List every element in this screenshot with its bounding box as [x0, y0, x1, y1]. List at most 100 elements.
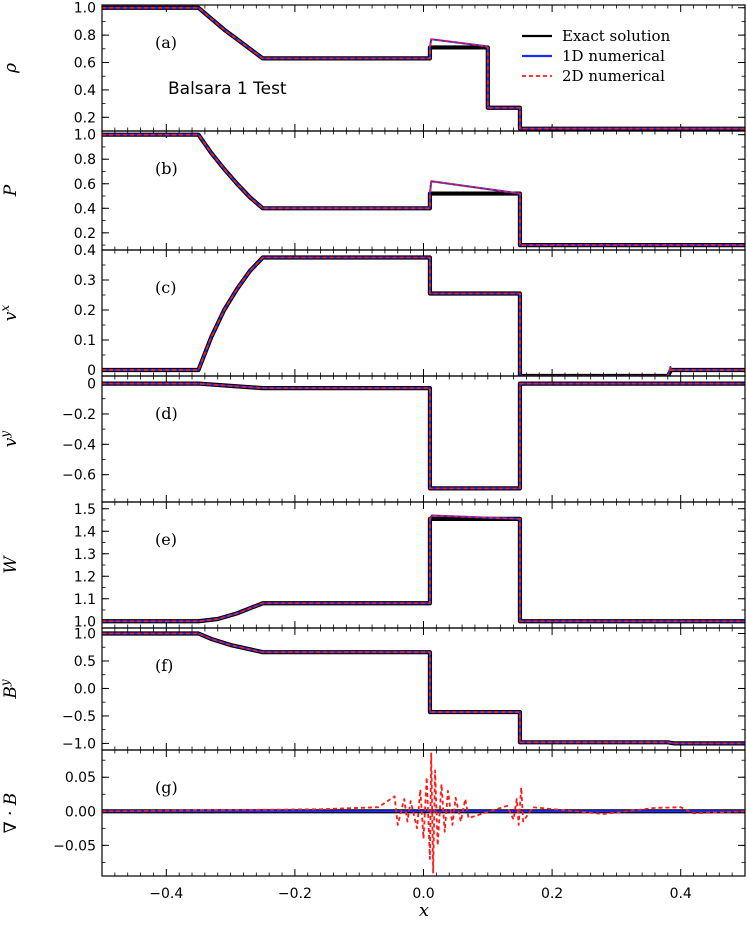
y-tick-label-rho: 0.4 [74, 83, 96, 99]
y-tick-label-P: 0.8 [74, 152, 96, 168]
y-tick-label-W: 1.5 [74, 502, 96, 518]
axes-frame-W [101, 501, 746, 629]
x-tick-label: −0.2 [278, 886, 312, 902]
panel-label-rho: (a) [155, 33, 177, 52]
series-vy [102, 381, 745, 491]
legend-label-2: 2D numerical [562, 67, 665, 85]
y-tick-label-W: 1.1 [74, 592, 96, 608]
ticks-rho: 0.2 0.4 0.6 0.8 1.0 [74, 1, 746, 132]
numerical-2d-line-P [102, 133, 745, 246]
ticks-By: −1.0 −0.5 0.0 0.5 1.0 [62, 626, 746, 752]
numerical-2d-line-W [102, 514, 745, 623]
y-axis-label-By: By [0, 679, 21, 700]
exact-line-vy [102, 381, 745, 491]
y-tick-label-divB: 0.05 [65, 770, 96, 786]
y-axis-label-P: P [1, 184, 21, 197]
y-axis-label-divB: ∇ · B [1, 793, 21, 834]
y-tick-label-rho: 0.8 [74, 28, 96, 44]
panel-label-W: (e) [155, 530, 177, 549]
x-tick-label: 0.0 [412, 886, 434, 902]
x-tick-label: 0.2 [541, 886, 563, 902]
y-tick-label-vy: −0.2 [62, 407, 96, 423]
series-divB [102, 752, 745, 874]
y-tick-label-vy: −0.6 [62, 468, 96, 484]
series-rho [102, 5, 745, 131]
panel-P: 0.2 0.4 0.6 0.8 1.0 (b) P [1, 128, 746, 251]
y-axis-label-sup-vx: x [0, 305, 12, 312]
series-P [102, 132, 745, 248]
numerical-2d-line-rho [102, 6, 745, 130]
y-tick-label-By: 1.0 [74, 626, 96, 642]
axes-frame-By [101, 627, 746, 751]
legend-label-0: Exact solution [562, 27, 671, 45]
x-tick-label: −0.4 [149, 886, 183, 902]
panels-group: 0.20.40.60.81.0(a)ρ0.20.40.60.81.0(b)P00… [0, 1, 746, 902]
series-vx [102, 255, 745, 376]
overlay-group: Balsara 1 Test Exact solution 1D numerica… [168, 27, 671, 921]
y-tick-label-vx: 0.1 [74, 333, 96, 349]
ticks-divB: −0.05 0.00 0.05 [53, 750, 746, 876]
panel-label-vy: (d) [155, 404, 178, 423]
test-title: Balsara 1 Test [168, 79, 287, 99]
panel-By: −1.0 −0.5 0.0 0.5 1.0 (f) By [0, 626, 746, 752]
y-tick-label-P: 1.0 [74, 128, 96, 144]
numerical-1d-line-P [102, 133, 745, 247]
y-axis-label-sup-By: y [0, 679, 12, 687]
ticks-W: 1.0 1.1 1.2 1.3 1.4 1.5 [74, 502, 746, 630]
y-tick-label-rho: 1.0 [74, 1, 96, 17]
ticks-P: 0.2 0.4 0.6 0.8 1.0 [74, 128, 746, 250]
y-tick-label-vx: 0 [87, 363, 96, 379]
panel-label-vx: (c) [155, 278, 176, 297]
y-tick-label-vx: 0.4 [74, 243, 96, 259]
numerical-1d-line-vy [102, 382, 745, 490]
numerical-2d-line-By [102, 632, 745, 745]
numerical-1d-line-W [102, 514, 745, 623]
y-tick-label-P: 0.4 [74, 201, 96, 217]
axes-frame-P [101, 130, 746, 251]
y-tick-label-W: 1.2 [74, 569, 96, 585]
y-tick-label-P: 0.2 [74, 226, 96, 242]
panel-W: 1.0 1.1 1.2 1.3 1.4 1.5 (e) W [1, 501, 746, 630]
numerical-1d-line-By [102, 632, 745, 745]
y-tick-label-P: 0.6 [74, 177, 96, 193]
exact-line-P [102, 132, 745, 248]
x-tick-label: 0.4 [670, 886, 692, 902]
axes-frame-vy [101, 375, 746, 503]
y-tick-label-vx: 0.2 [74, 303, 96, 319]
ticks-vx: 0 0.1 0.2 0.3 0.4 [74, 243, 746, 379]
y-tick-label-W: 1.4 [74, 524, 96, 540]
exact-line-By [102, 631, 745, 746]
y-axis-label-W: W [1, 555, 21, 574]
panel-label-By: (f) [155, 656, 173, 675]
y-tick-label-By: −0.5 [62, 709, 96, 725]
y-tick-label-W: 1.0 [74, 614, 96, 630]
y-tick-label-divB: −0.05 [53, 838, 96, 854]
ticks-vy: −0.6 −0.4 −0.2 0 [62, 376, 746, 502]
panel-label-divB: (g) [155, 778, 178, 797]
y-tick-label-divB: 0.00 [65, 804, 96, 820]
panel-divB: −0.05 0.00 0.05 (g) ∇ · B −0.4 −0.2 0.0 0.2 0.4 [1, 749, 746, 902]
y-tick-label-rho: 0.6 [74, 56, 96, 72]
x-axis-label: x [419, 900, 429, 921]
y-tick-label-By: 0.5 [74, 654, 96, 670]
y-axis-label-rho: ρ [1, 63, 21, 74]
numerical-2d-line-divB [102, 752, 745, 874]
numerical-2d-line-vy [102, 382, 745, 490]
panel-vy: −0.6 −0.4 −0.2 0 (d) vy [0, 375, 746, 503]
series-W [102, 514, 745, 624]
legend: Exact solution 1D numerical 2D numerical [522, 27, 671, 85]
panel-label-P: (b) [155, 159, 178, 178]
numerical-2d-line-vx [102, 256, 745, 376]
y-axis-label-vy: vy [0, 431, 21, 448]
y-tick-label-By: −1.0 [62, 736, 96, 752]
y-axis-label-sup-vy: y [0, 431, 12, 439]
y-tick-label-vy: −0.4 [62, 437, 96, 453]
y-tick-label-By: 0.0 [74, 681, 96, 697]
y-axis-label-vx: vx [0, 305, 21, 322]
series-By [102, 631, 745, 746]
exact-line-W [102, 516, 745, 624]
y-tick-label-vy: 0 [87, 377, 96, 393]
panel-vx: 0 0.1 0.2 0.3 0.4 (c) vx [0, 243, 746, 379]
axes-frame-vx [101, 249, 746, 377]
